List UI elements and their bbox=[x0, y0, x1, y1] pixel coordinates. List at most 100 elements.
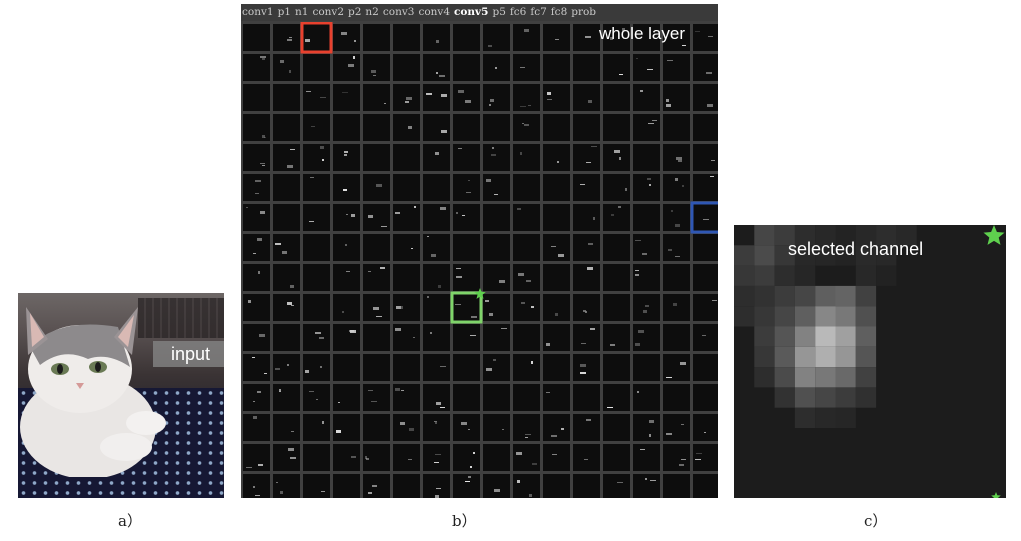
channel-cell[interactable] bbox=[363, 144, 390, 171]
channel-cell[interactable] bbox=[363, 54, 390, 81]
channel-cell[interactable] bbox=[513, 114, 540, 141]
channel-cell[interactable] bbox=[273, 474, 300, 498]
channel-cell[interactable] bbox=[453, 174, 480, 201]
channel-cell[interactable] bbox=[333, 414, 360, 441]
channel-cell[interactable] bbox=[543, 234, 570, 261]
channel-cell[interactable] bbox=[303, 174, 330, 201]
channel-cell[interactable] bbox=[273, 84, 300, 111]
channel-cell[interactable] bbox=[453, 144, 480, 171]
channel-cell[interactable] bbox=[333, 234, 360, 261]
channel-cell[interactable] bbox=[243, 24, 270, 51]
channel-cell[interactable] bbox=[363, 234, 390, 261]
channel-cell[interactable] bbox=[303, 144, 330, 171]
channel-cell[interactable] bbox=[663, 414, 690, 441]
channel-cell[interactable] bbox=[693, 204, 718, 231]
channel-cell[interactable] bbox=[513, 24, 540, 51]
channel-cell[interactable] bbox=[693, 54, 718, 81]
channel-cell[interactable] bbox=[393, 144, 420, 171]
channel-cell[interactable] bbox=[513, 84, 540, 111]
blue-highlight-box[interactable] bbox=[690, 201, 718, 234]
channel-cell[interactable] bbox=[573, 384, 600, 411]
channel-cell[interactable] bbox=[603, 294, 630, 321]
channel-cell[interactable] bbox=[603, 474, 630, 498]
channel-cell[interactable] bbox=[513, 294, 540, 321]
channel-cell[interactable] bbox=[453, 114, 480, 141]
channel-cell[interactable] bbox=[633, 54, 660, 81]
channel-cell[interactable] bbox=[273, 234, 300, 261]
channel-cell[interactable] bbox=[243, 144, 270, 171]
channel-cell[interactable] bbox=[543, 324, 570, 351]
channel-cell[interactable] bbox=[273, 264, 300, 291]
channel-cell[interactable] bbox=[393, 174, 420, 201]
channel-cell[interactable] bbox=[483, 204, 510, 231]
channel-cell[interactable] bbox=[393, 414, 420, 441]
channel-cell[interactable] bbox=[243, 114, 270, 141]
channel-cell[interactable] bbox=[663, 474, 690, 498]
channel-cell[interactable] bbox=[393, 474, 420, 498]
channel-cell[interactable] bbox=[693, 414, 718, 441]
channel-cell[interactable] bbox=[513, 144, 540, 171]
channel-cell[interactable] bbox=[663, 114, 690, 141]
channel-cell[interactable] bbox=[513, 414, 540, 441]
channel-cell[interactable] bbox=[333, 84, 360, 111]
channel-cell[interactable] bbox=[393, 204, 420, 231]
channel-cell[interactable] bbox=[423, 414, 450, 441]
layer-tab-prob[interactable]: prob bbox=[571, 6, 597, 18]
channel-cell[interactable] bbox=[543, 354, 570, 381]
channel-cell[interactable] bbox=[543, 384, 570, 411]
layer-tab-fc8[interactable]: fc8 bbox=[550, 6, 568, 18]
channel-cell[interactable] bbox=[543, 444, 570, 471]
channel-cell[interactable] bbox=[573, 114, 600, 141]
channel-cell[interactable] bbox=[483, 114, 510, 141]
channel-cell[interactable] bbox=[273, 354, 300, 381]
channel-cell[interactable] bbox=[303, 234, 330, 261]
channel-cell[interactable] bbox=[423, 234, 450, 261]
channel-cell[interactable] bbox=[453, 84, 480, 111]
channel-cell[interactable] bbox=[273, 54, 300, 81]
channel-cell[interactable] bbox=[243, 384, 270, 411]
channel-cell[interactable] bbox=[243, 204, 270, 231]
channel-cell[interactable] bbox=[543, 414, 570, 441]
channel-cell[interactable] bbox=[423, 24, 450, 51]
channel-cell[interactable] bbox=[453, 24, 480, 51]
channel-cell[interactable] bbox=[423, 294, 450, 321]
channel-cell[interactable] bbox=[573, 444, 600, 471]
channel-cell[interactable] bbox=[393, 444, 420, 471]
channel-cell[interactable] bbox=[333, 204, 360, 231]
channel-cell[interactable] bbox=[303, 84, 330, 111]
channel-cell[interactable] bbox=[573, 54, 600, 81]
channel-cell[interactable] bbox=[663, 324, 690, 351]
channel-cell[interactable] bbox=[333, 384, 360, 411]
channel-cell[interactable] bbox=[303, 414, 330, 441]
channel-cell[interactable] bbox=[423, 54, 450, 81]
channel-cell[interactable] bbox=[573, 264, 600, 291]
channel-cell[interactable] bbox=[693, 24, 718, 51]
channel-cell[interactable] bbox=[333, 264, 360, 291]
channel-cell[interactable] bbox=[243, 354, 270, 381]
layer-tab-conv2[interactable]: conv2 bbox=[312, 6, 345, 18]
channel-cell[interactable] bbox=[423, 324, 450, 351]
channel-cell[interactable] bbox=[303, 324, 330, 351]
channel-cell[interactable] bbox=[393, 114, 420, 141]
channel-cell[interactable] bbox=[633, 114, 660, 141]
layer-tab-p1[interactable]: p1 bbox=[277, 6, 291, 18]
channel-cell[interactable] bbox=[273, 294, 300, 321]
channel-cell[interactable] bbox=[603, 144, 630, 171]
channel-cell[interactable] bbox=[573, 324, 600, 351]
channel-cell[interactable] bbox=[423, 114, 450, 141]
channel-cell[interactable] bbox=[483, 294, 510, 321]
channel-cell[interactable] bbox=[273, 324, 300, 351]
channel-cell[interactable] bbox=[303, 474, 330, 498]
channel-cell[interactable] bbox=[513, 474, 540, 498]
channel-cell[interactable] bbox=[513, 204, 540, 231]
channel-cell[interactable] bbox=[303, 294, 330, 321]
channel-cell[interactable] bbox=[333, 294, 360, 321]
channel-cell[interactable] bbox=[303, 54, 330, 81]
channel-cell[interactable] bbox=[603, 414, 630, 441]
channel-cell[interactable] bbox=[423, 384, 450, 411]
channel-cell[interactable] bbox=[393, 264, 420, 291]
channel-cell[interactable] bbox=[543, 474, 570, 498]
channel-cell[interactable] bbox=[603, 114, 630, 141]
channel-cell[interactable] bbox=[573, 474, 600, 498]
channel-cell[interactable] bbox=[363, 84, 390, 111]
